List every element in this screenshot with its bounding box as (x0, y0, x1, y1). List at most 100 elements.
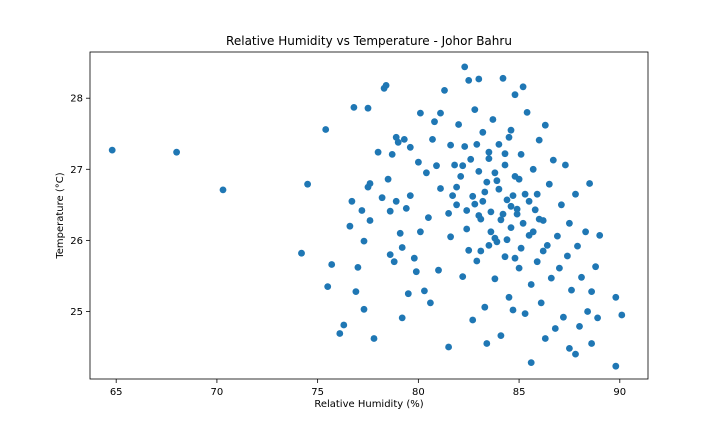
data-point-143 (582, 228, 589, 236)
y-axis: 25 26 27 28 (70, 94, 90, 318)
data-point-174 (525, 197, 533, 205)
data-point-86 (485, 242, 493, 249)
data-point-58 (441, 87, 448, 94)
data-point-55 (435, 266, 442, 274)
data-point-118 (533, 258, 541, 266)
data-point-152 (612, 362, 620, 370)
data-point-85 (485, 148, 493, 156)
data-point-151 (612, 293, 620, 301)
data-point-117 (531, 206, 539, 214)
data-point-62 (449, 192, 456, 200)
data-point-69 (461, 143, 469, 150)
data-point-70 (463, 225, 471, 233)
data-point-90 (491, 275, 499, 283)
data-point-43 (410, 254, 418, 262)
data-point-116 (529, 165, 537, 173)
data-point-154 (479, 197, 487, 205)
y-tick-label: 26 (70, 236, 83, 247)
data-point-144 (584, 308, 591, 315)
data-point-92 (495, 141, 503, 148)
data-point-160 (491, 169, 499, 177)
data-point-50 (425, 214, 432, 222)
data-point-178 (445, 210, 452, 217)
data-point-94 (497, 216, 505, 224)
data-point-173 (501, 150, 509, 158)
data-point-100 (507, 126, 515, 134)
x-tick-label: 80 (412, 387, 425, 398)
data-point-109 (519, 83, 527, 91)
data-point-34 (394, 138, 402, 146)
data-point-27 (384, 175, 392, 183)
data-point-108 (517, 244, 525, 252)
data-point-131 (558, 201, 565, 209)
data-point-101 (507, 224, 515, 232)
data-point-177 (535, 215, 543, 223)
data-point-57 (437, 109, 444, 117)
data-point-159 (475, 212, 483, 219)
data-point-67 (459, 273, 467, 280)
plot-frame (89, 51, 649, 380)
data-point-65 (455, 121, 462, 128)
data-point-41 (406, 143, 414, 151)
data-point-127 (549, 156, 557, 164)
data-point-182 (473, 141, 481, 148)
data-point-48 (421, 287, 428, 295)
data-point-125 (545, 180, 553, 188)
data-point-163 (469, 192, 477, 200)
data-point-11 (348, 197, 356, 205)
data-point-10 (346, 222, 354, 230)
data-point-52 (429, 136, 436, 143)
data-point-91 (493, 177, 501, 185)
data-point-110 (521, 190, 529, 198)
data-point-139 (572, 350, 579, 358)
data-point-4 (304, 180, 311, 188)
data-point-6 (324, 283, 332, 290)
data-point-119 (535, 136, 543, 144)
data-point-8 (336, 330, 344, 337)
data-point-145 (586, 180, 593, 187)
data-point-78 (475, 168, 483, 175)
data-point-120 (537, 299, 545, 307)
data-point-138 (572, 190, 579, 198)
data-point-21 (366, 217, 374, 224)
data-point-83 (481, 188, 489, 196)
data-point-47 (417, 109, 424, 117)
data-point-105 (513, 210, 521, 218)
data-point-95 (499, 74, 507, 82)
data-point-124 (543, 242, 551, 249)
data-point-42 (406, 192, 414, 200)
x-tick-label: 65 (110, 387, 123, 398)
data-point-84 (483, 340, 491, 347)
data-point-32 (392, 197, 400, 205)
data-point-93 (497, 332, 505, 339)
data-point-176 (485, 155, 493, 163)
data-point-156 (495, 185, 503, 193)
data-point-12 (350, 104, 358, 111)
data-point-153 (618, 311, 626, 319)
y-tick-label: 25 (70, 307, 83, 318)
data-point-170 (509, 192, 517, 200)
data-point-39 (402, 205, 410, 212)
data-point-22 (370, 335, 378, 342)
data-point-73 (467, 155, 475, 163)
data-point-102 (509, 306, 517, 314)
data-point-126 (547, 274, 555, 282)
data-point-5 (322, 126, 330, 133)
data-point-74 (469, 316, 477, 324)
data-point-123 (541, 335, 549, 342)
data-point-54 (433, 162, 440, 170)
data-point-46 (417, 228, 424, 236)
data-point-81 (479, 128, 487, 136)
data-point-122 (541, 121, 549, 129)
data-point-13 (352, 288, 360, 295)
data-point-136 (566, 219, 573, 227)
data-point-133 (562, 161, 569, 169)
data-point-111 (521, 310, 529, 317)
data-point-49 (423, 169, 430, 177)
data-point-157 (503, 236, 511, 244)
data-point-28 (386, 251, 394, 258)
data-point-162 (519, 219, 527, 227)
data-point-161 (507, 202, 515, 210)
data-point-15 (358, 207, 366, 214)
data-point-155 (487, 228, 495, 236)
